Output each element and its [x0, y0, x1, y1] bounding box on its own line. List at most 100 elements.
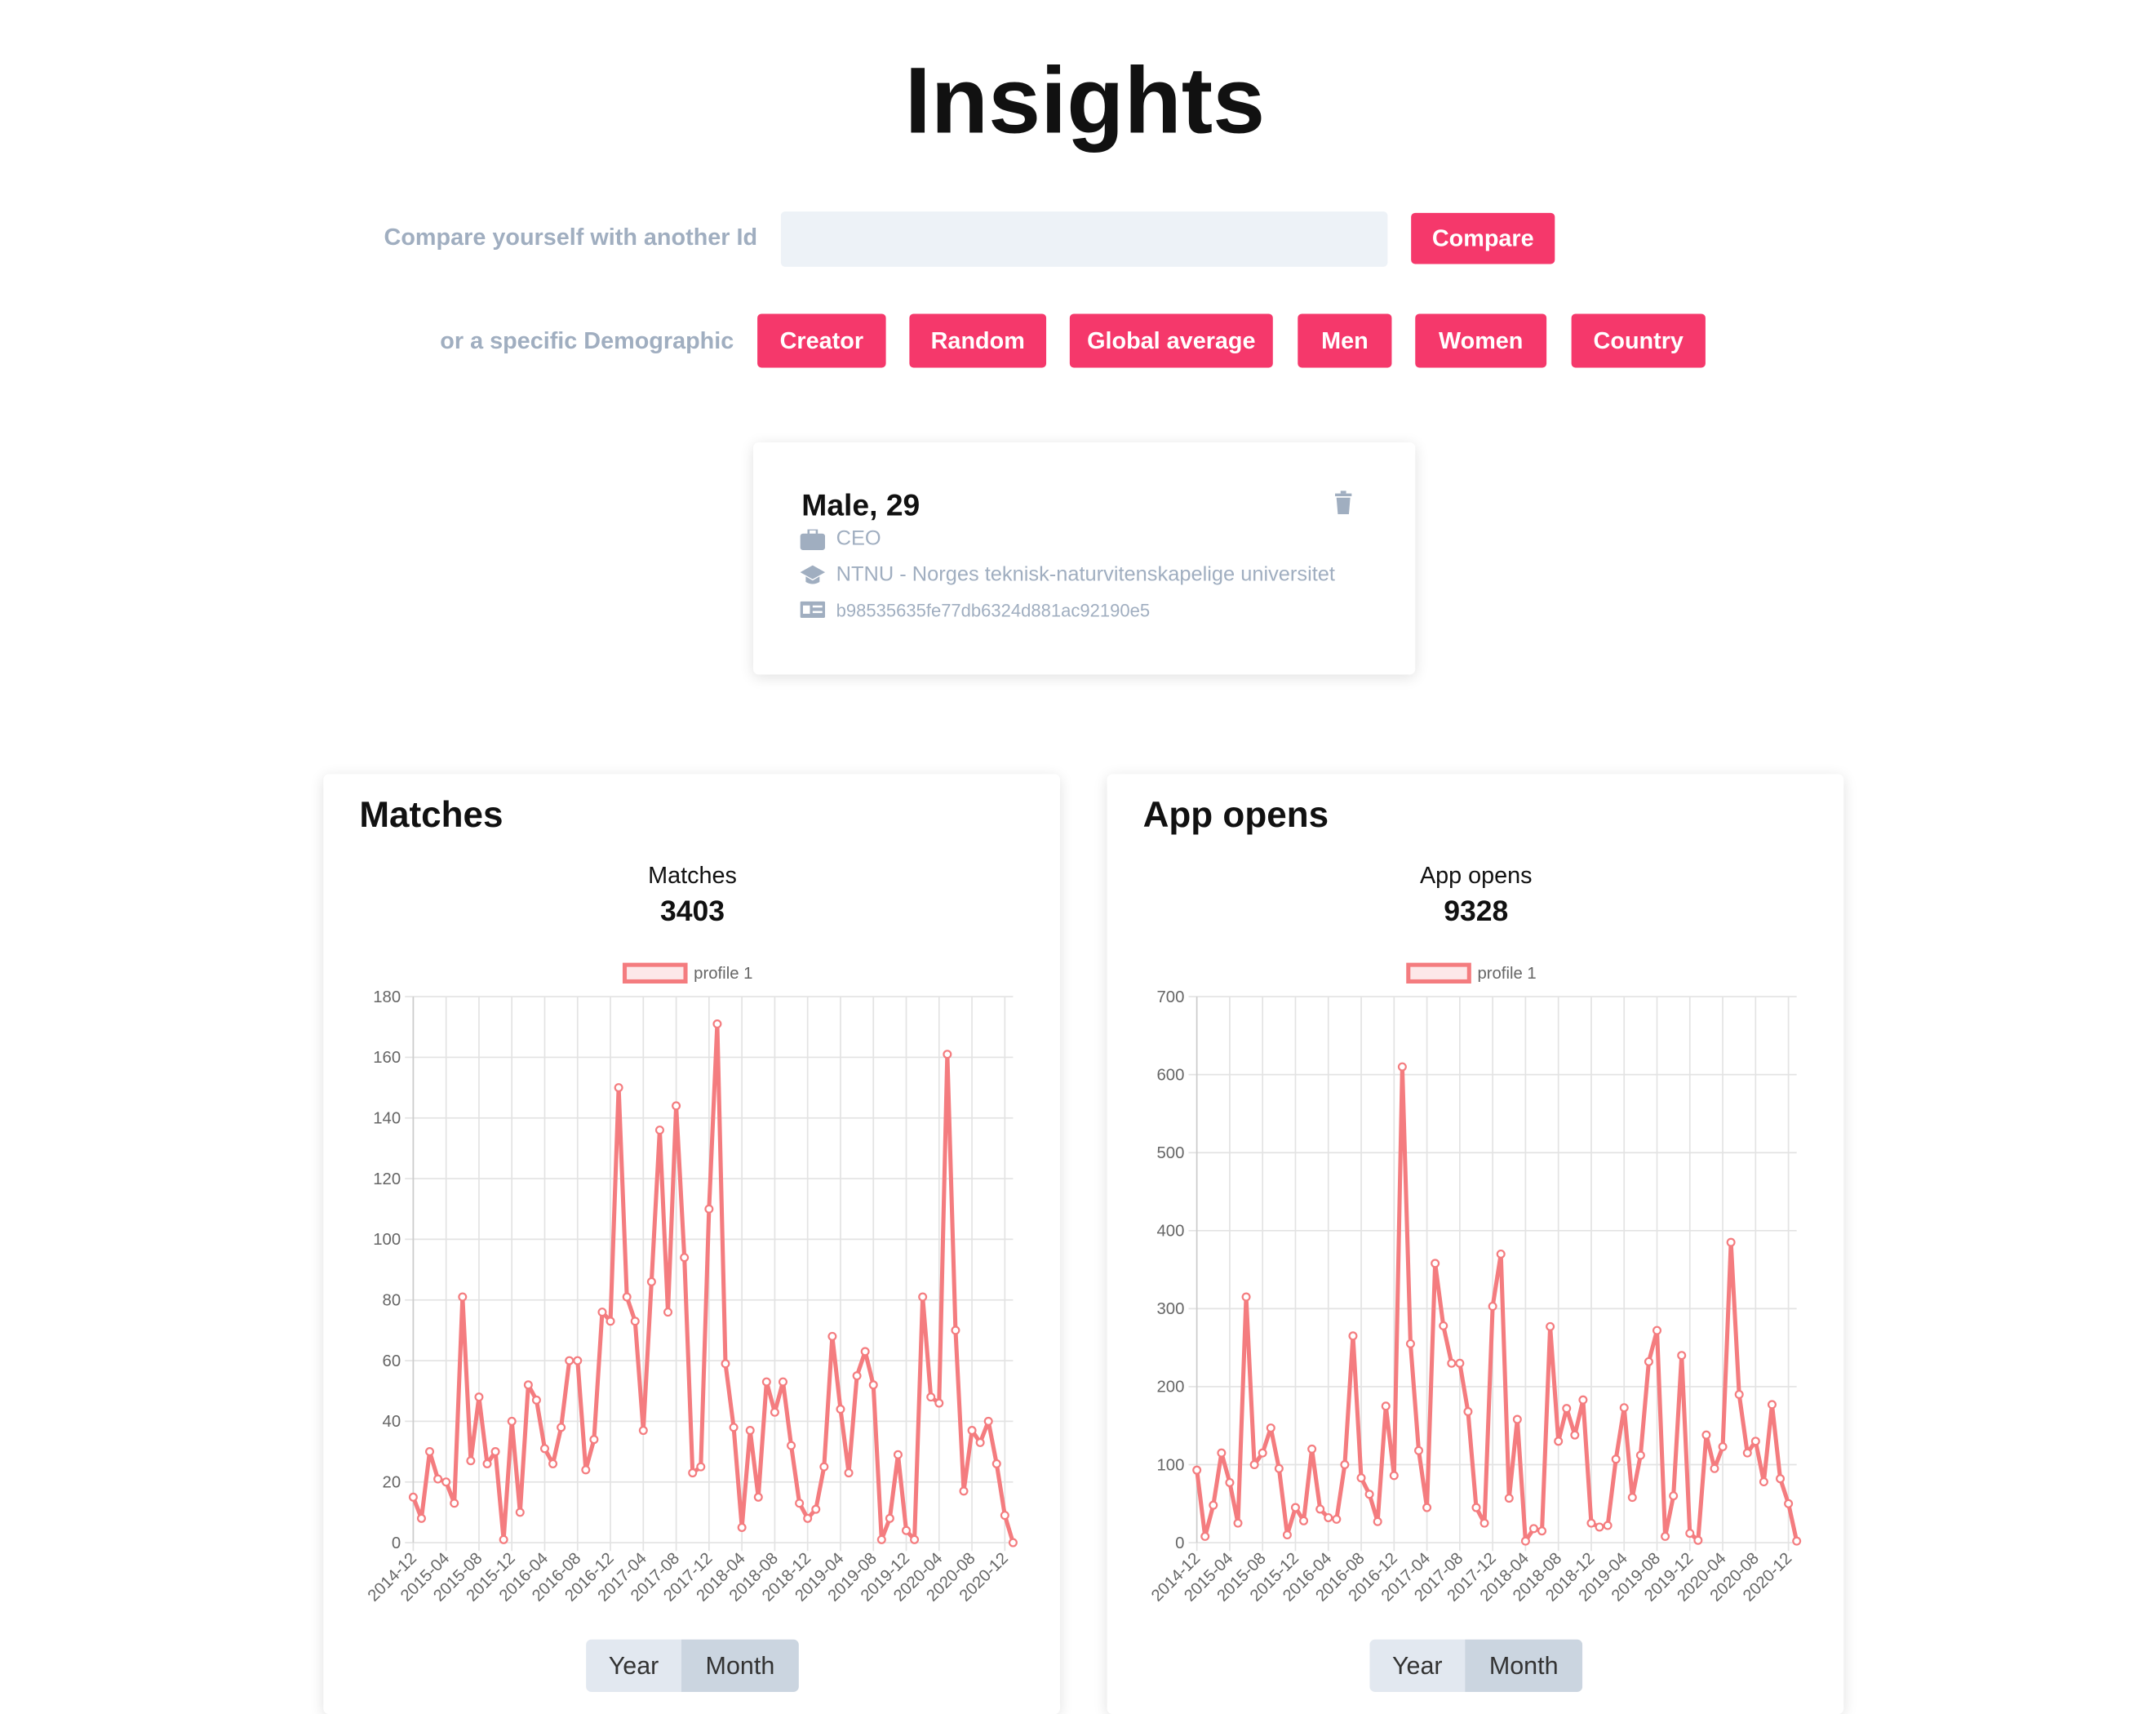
y-tick-label: 0	[392, 1534, 401, 1552]
data-point	[1200, 1531, 1210, 1541]
data-point	[1496, 1249, 1506, 1259]
chart-title: App opens	[1420, 863, 1533, 889]
data-point	[490, 1447, 500, 1457]
data-point	[1595, 1522, 1604, 1532]
data-point	[1701, 1430, 1711, 1440]
delete-icon[interactable]	[1333, 491, 1355, 515]
data-point	[860, 1347, 870, 1357]
year-button[interactable]: Year	[586, 1639, 681, 1692]
data-point	[1488, 1301, 1497, 1311]
data-point	[795, 1499, 805, 1508]
data-point	[581, 1465, 591, 1475]
y-tick-label: 180	[373, 988, 401, 1006]
data-point	[1562, 1404, 1572, 1414]
chart-title: Matches	[648, 863, 737, 889]
data-point	[1479, 1518, 1489, 1528]
data-point	[1209, 1500, 1218, 1510]
data-point	[1718, 1442, 1728, 1452]
data-point	[951, 1325, 960, 1335]
chart: App opens932801002003004005006007002014-…	[1148, 863, 1802, 1605]
data-point	[646, 1277, 656, 1286]
data-point	[1784, 1499, 1794, 1508]
month-button[interactable]: Month	[681, 1639, 799, 1692]
data-point	[638, 1426, 648, 1436]
data-point	[885, 1513, 894, 1523]
demographic-button[interactable]: Women	[1415, 313, 1547, 368]
data-point	[499, 1534, 508, 1544]
data-point	[1644, 1357, 1653, 1366]
data-point	[408, 1492, 418, 1502]
data-point	[1249, 1459, 1259, 1469]
demographic-button[interactable]: Country	[1571, 313, 1706, 368]
data-point	[1225, 1477, 1235, 1487]
data-point	[1669, 1491, 1679, 1501]
data-point	[458, 1292, 468, 1302]
data-point	[1528, 1524, 1538, 1534]
month-button[interactable]: Month	[1465, 1639, 1583, 1692]
data-point	[1750, 1436, 1760, 1446]
data-point	[1767, 1400, 1777, 1410]
data-point	[450, 1499, 459, 1508]
data-point	[1742, 1448, 1752, 1458]
data-point	[654, 1126, 664, 1135]
data-point	[696, 1462, 706, 1472]
legend-swatch	[622, 962, 688, 984]
compare-button[interactable]: Compare	[1411, 212, 1555, 264]
data-point	[959, 1486, 969, 1496]
data-point	[1290, 1503, 1300, 1512]
data-point	[1463, 1407, 1473, 1417]
data-point	[1504, 1494, 1514, 1503]
data-point	[1619, 1403, 1629, 1413]
data-point	[565, 1356, 574, 1365]
data-point	[1008, 1538, 1018, 1547]
data-point	[1677, 1351, 1687, 1361]
chart-card: Matches Matches 3403 0 20 40 60 80 100 120 140 160…	[323, 774, 1060, 1714]
data-point	[1776, 1474, 1786, 1484]
data-point	[918, 1292, 928, 1302]
data-point	[1397, 1062, 1407, 1072]
data-point	[557, 1423, 566, 1432]
data-point	[1710, 1463, 1719, 1473]
data-point	[729, 1423, 739, 1432]
demographic-button[interactable]: Men	[1298, 313, 1392, 368]
y-tick-label: 120	[373, 1170, 401, 1188]
data-point	[902, 1525, 912, 1535]
chart-total: 9328	[1444, 895, 1508, 927]
y-tick-label: 0	[1175, 1534, 1184, 1552]
data-point	[1792, 1536, 1802, 1546]
demographic-button[interactable]: Creator	[757, 313, 886, 368]
data-point	[991, 1459, 1001, 1468]
data-point	[967, 1426, 977, 1436]
data-point	[474, 1392, 484, 1402]
data-point	[622, 1292, 632, 1302]
profile-job: CEO	[836, 526, 881, 551]
data-point	[531, 1395, 541, 1405]
data-point	[1274, 1463, 1284, 1473]
data-point	[983, 1416, 993, 1426]
id-icon	[800, 601, 826, 619]
data-point	[1570, 1430, 1580, 1440]
data-point	[1512, 1414, 1522, 1424]
data-point	[1635, 1450, 1645, 1460]
data-point	[975, 1437, 985, 1447]
data-point	[507, 1416, 517, 1426]
data-point	[1422, 1503, 1432, 1512]
data-point	[1217, 1448, 1227, 1458]
data-point	[844, 1468, 854, 1478]
data-point	[614, 1083, 623, 1093]
y-tick-label: 60	[383, 1352, 401, 1370]
demographic-button[interactable]: Random	[909, 313, 1047, 368]
chart-total: 3403	[660, 895, 725, 927]
demographic-button[interactable]: Global average	[1069, 313, 1273, 368]
data-point	[1340, 1459, 1350, 1469]
series-line	[411, 1021, 1015, 1543]
year-button[interactable]: Year	[1369, 1639, 1466, 1692]
data-point	[606, 1317, 615, 1326]
data-point	[539, 1444, 549, 1454]
data-point	[745, 1426, 755, 1436]
id-input[interactable]	[780, 211, 1388, 267]
data-point	[1405, 1339, 1415, 1348]
data-point	[1627, 1493, 1637, 1503]
y-tick-label: 20	[383, 1474, 401, 1492]
